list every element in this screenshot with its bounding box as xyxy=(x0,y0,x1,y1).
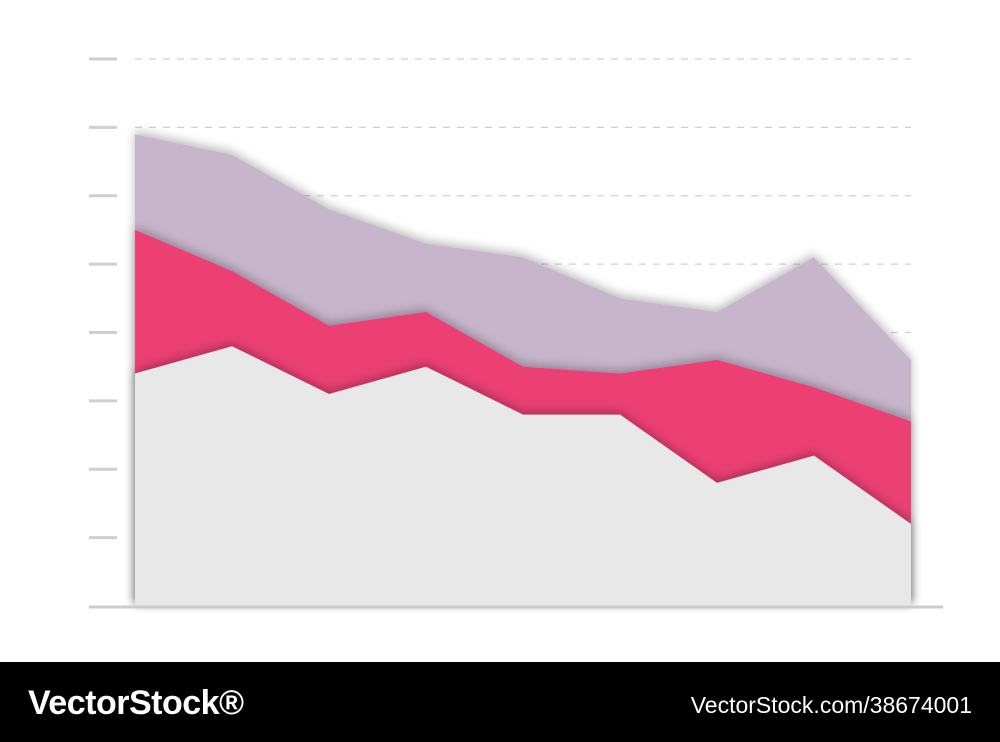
chart-area xyxy=(89,57,943,609)
brand-logo-text: VectorStock® xyxy=(28,684,244,722)
watermark-footer: VectorStock® VectorStock.com/38674001 xyxy=(0,662,1000,742)
area-series-1 xyxy=(135,346,911,606)
image-id-text: VectorStock.com/38674001 xyxy=(690,692,972,718)
stacked-area-chart xyxy=(89,57,943,609)
area-series xyxy=(135,134,911,606)
y-axis-ticks xyxy=(89,57,117,540)
